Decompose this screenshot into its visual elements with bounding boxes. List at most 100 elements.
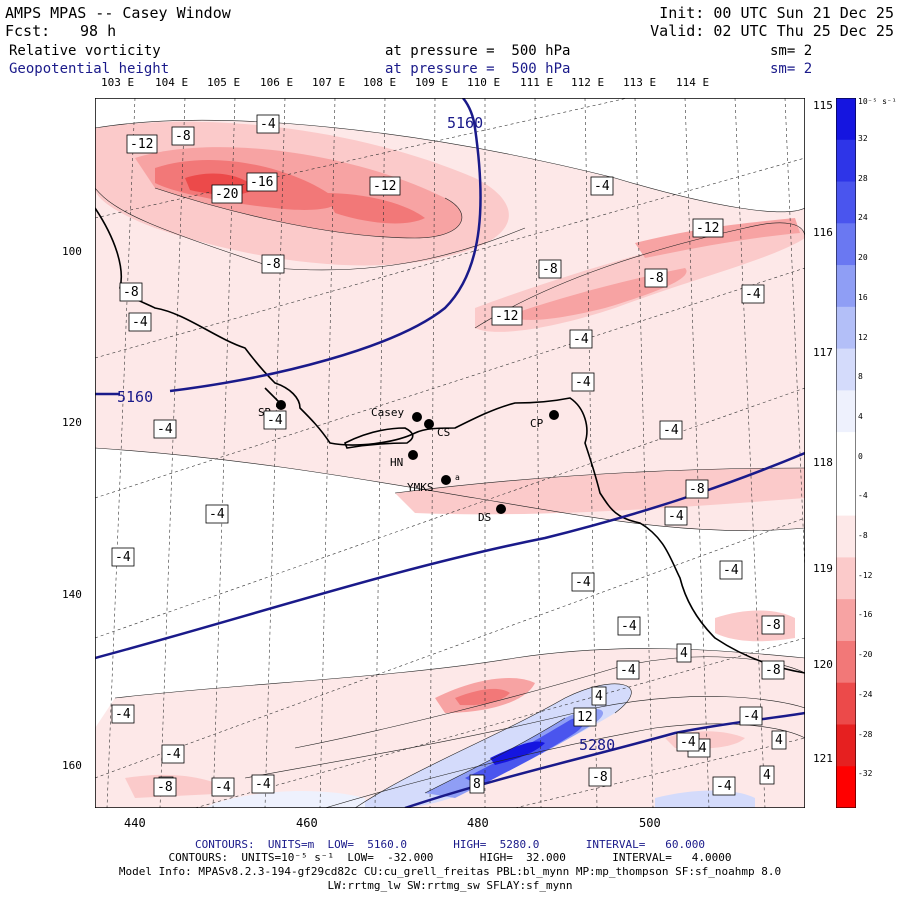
y-axis-label: 100 bbox=[62, 245, 82, 258]
colorbar-unit: 10⁻⁵ s⁻¹ bbox=[858, 97, 897, 106]
colorbar-swatch bbox=[836, 98, 856, 141]
station-label-cp: CP bbox=[530, 417, 544, 430]
colorbar-tick-label: 28 bbox=[858, 173, 868, 183]
vorticity-label: 4 bbox=[595, 689, 603, 704]
y-axis-label: 120 bbox=[62, 416, 82, 429]
vorticity-label-box bbox=[719, 560, 743, 580]
vorticity-label: -8 bbox=[175, 129, 191, 144]
colorbar-tick-label: -8 bbox=[858, 531, 868, 540]
colorbar-tick-label: 24 bbox=[858, 213, 868, 223]
vorticity-label: -4 bbox=[157, 422, 173, 437]
vorticity-label-box bbox=[616, 660, 640, 680]
footer-model-info-2: LW:rrtmg_lw SW:rrtmg_sw SFLAY:sf_mynn bbox=[327, 879, 573, 892]
vorticity-label: -4 bbox=[575, 575, 591, 590]
vorticity-label-box bbox=[161, 744, 185, 764]
vorticity-label: -4 bbox=[575, 375, 591, 390]
colorbar-swatch bbox=[836, 724, 856, 767]
vorticity-label: -4 bbox=[209, 507, 225, 522]
vorticity-label: -8 bbox=[765, 618, 781, 633]
station-label-ds: DS bbox=[478, 511, 491, 524]
colorbar-swatch bbox=[836, 265, 856, 308]
station-note: a bbox=[455, 473, 460, 482]
colorbar-tick-label: 4 bbox=[858, 411, 863, 421]
vorticity-label: -4 bbox=[573, 332, 589, 347]
lon-label: 106 E bbox=[260, 76, 294, 89]
vorticity-label-box bbox=[111, 704, 135, 724]
lon-label: 108 E bbox=[363, 76, 397, 89]
footer-height-contours: CONTOURS: UNITS=m LOW= 5160.0 HIGH= 5280… bbox=[195, 838, 705, 851]
colorbar-tick-label: 8 bbox=[858, 372, 863, 382]
colorbar-tick-label: 20 bbox=[858, 253, 868, 263]
vorticity-label-box bbox=[256, 114, 280, 134]
field1-smoothing: sm= 2 bbox=[770, 43, 813, 59]
colorbar-swatch bbox=[836, 139, 856, 183]
vorticity-label-box bbox=[712, 776, 736, 796]
colorbar bbox=[836, 98, 856, 808]
vorticity-label-box bbox=[491, 306, 523, 326]
vorticity-label: -12 bbox=[696, 221, 719, 236]
vorticity-label-box bbox=[369, 176, 401, 196]
colorbar-swatch bbox=[836, 766, 856, 808]
vorticity-label: -8 bbox=[123, 285, 139, 300]
x-axis-label: 480 bbox=[467, 816, 489, 830]
vorticity-label: -8 bbox=[592, 770, 608, 785]
lon-label: 110 E bbox=[467, 76, 501, 89]
lon-label: 105 E bbox=[207, 76, 241, 89]
colorbar-tick-label: 0 bbox=[858, 451, 863, 461]
vorticity-label-box bbox=[111, 547, 135, 567]
fcst-value: 98 h bbox=[80, 22, 117, 40]
station-markers bbox=[276, 400, 559, 514]
init-time: Init: 00 UTC Sun 21 Dec 25 bbox=[659, 4, 894, 22]
colorbar-tick-label: -24 bbox=[858, 689, 873, 699]
colorbar-tick-label: -12 bbox=[858, 570, 873, 580]
vorticity-label-box bbox=[263, 410, 287, 430]
vorticity-label: -16 bbox=[250, 175, 273, 190]
vorticity-label-box bbox=[128, 312, 152, 332]
colorbar-swatch bbox=[836, 181, 856, 224]
vorticity-label: -4 bbox=[620, 663, 636, 678]
vorticity-label-box bbox=[759, 765, 775, 785]
field2-level: at pressure = 500 hPa bbox=[385, 61, 571, 77]
vorticity-label-box bbox=[569, 329, 593, 349]
station-marker-hn bbox=[408, 450, 418, 460]
vorticity-label-box bbox=[761, 660, 785, 680]
x-axis-label: 440 bbox=[124, 816, 146, 830]
valid-time: Valid: 02 UTC Thu 25 Dec 25 bbox=[650, 22, 894, 40]
vorticity-label-box bbox=[761, 615, 785, 635]
lon-label: 111 E bbox=[520, 76, 554, 89]
vorticity-label: -4 bbox=[668, 509, 684, 524]
vorticity-label: -4 bbox=[743, 709, 759, 724]
lon-label: 112 E bbox=[571, 76, 605, 89]
vorticity-label: -12 bbox=[130, 137, 153, 152]
x-axis-label: 500 bbox=[639, 816, 661, 830]
vorticity-label: -4 bbox=[260, 117, 276, 132]
colorbar-swatch bbox=[836, 306, 856, 350]
station-marker-ds bbox=[496, 504, 506, 514]
vorticity-label: -4 bbox=[115, 550, 131, 565]
vorticity-label-box bbox=[573, 707, 597, 727]
x-axis-label: 460 bbox=[296, 816, 318, 830]
station-marker-casey bbox=[412, 412, 422, 422]
colorbar-tick-label: 12 bbox=[858, 332, 868, 342]
vorticity-label: -12 bbox=[373, 179, 396, 194]
vorticity-label-box bbox=[771, 730, 787, 750]
map-plot: SR Casey CS HN YMKS CP DS a 5160 5160 52… bbox=[95, 98, 805, 808]
vorticity-label: 12 bbox=[577, 710, 593, 725]
vorticity-label: -4 bbox=[594, 179, 610, 194]
station-marker-ymks bbox=[441, 475, 451, 485]
vorticity-label-box bbox=[692, 218, 724, 238]
colorbar-tick-label: 16 bbox=[858, 292, 868, 302]
station-label-casey: Casey bbox=[371, 406, 404, 419]
footer-model-info: Model Info: MPASv8.2.3-194-gf29cd82c CU:… bbox=[118, 865, 782, 878]
colorbar-swatch bbox=[836, 223, 856, 266]
vorticity-label: -8 bbox=[689, 482, 705, 497]
vorticity-label-box bbox=[153, 777, 177, 797]
vorticity-label-box bbox=[617, 616, 641, 636]
colorbar-swatch bbox=[836, 682, 856, 725]
lon-label: 104 E bbox=[155, 76, 189, 89]
vorticity-label-box bbox=[588, 767, 612, 787]
station-label-hn: HN bbox=[390, 456, 403, 469]
colorbar-tick-label: -28 bbox=[858, 729, 873, 739]
vorticity-label: -4 bbox=[115, 707, 131, 722]
vorticity-label: -4 bbox=[165, 747, 181, 762]
